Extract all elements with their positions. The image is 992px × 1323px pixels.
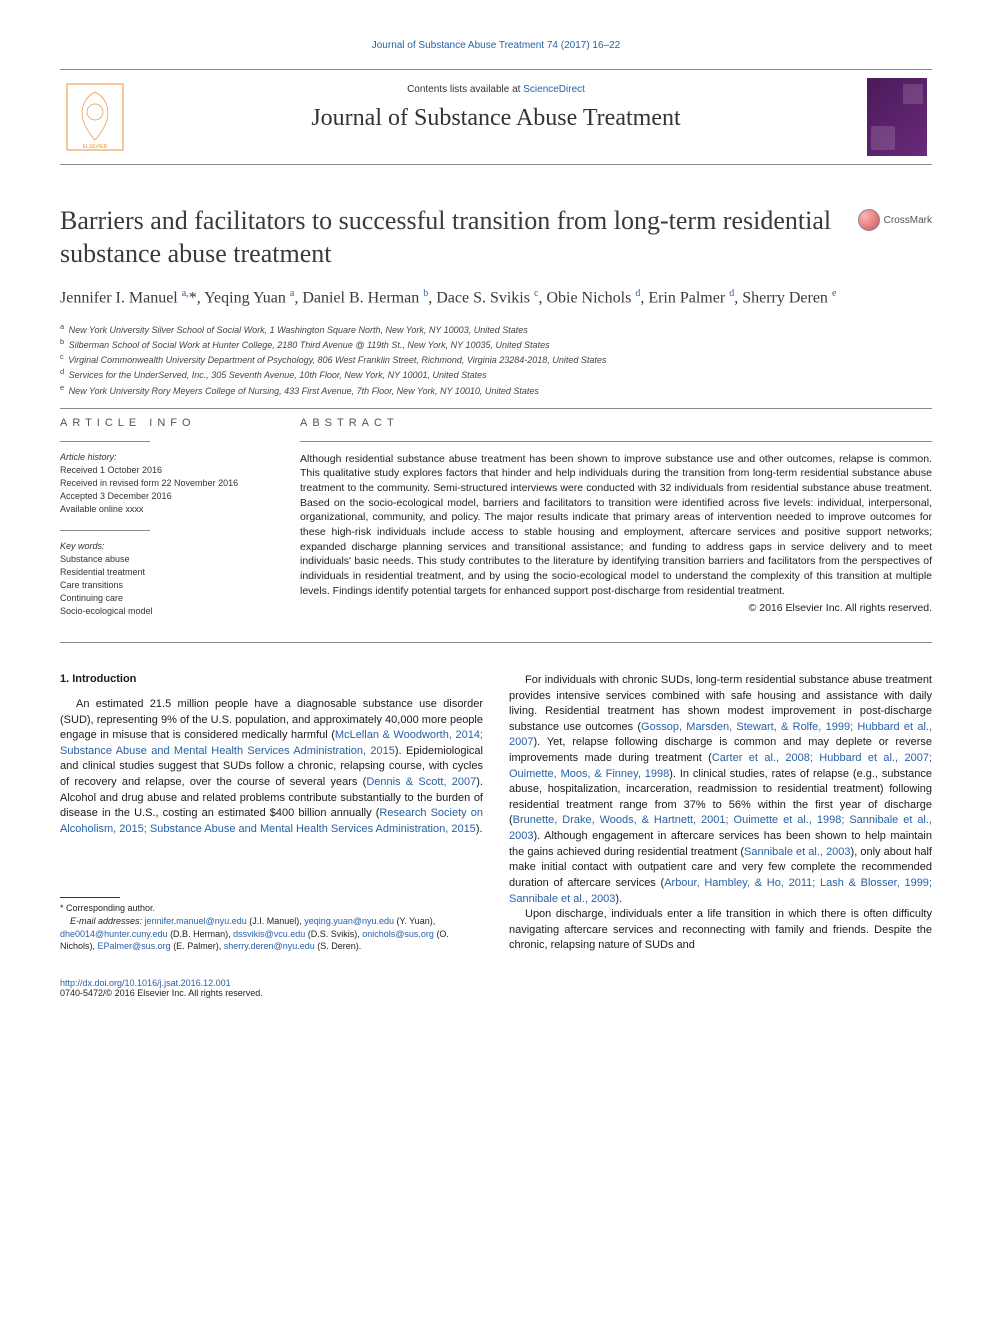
journal-cover-thumbnail: [862, 78, 932, 156]
journal-header: ELSEVIER Contents lists available at Sci…: [60, 69, 932, 165]
email-addresses: E-mail addresses: jennifer.manuel@nyu.ed…: [60, 915, 483, 953]
right-column: For individuals with chronic SUDs, long-…: [509, 673, 932, 954]
sciencedirect-link[interactable]: ScienceDirect: [523, 84, 585, 95]
corresponding-author: * Corresponding author.: [60, 902, 483, 915]
left-column: 1. Introduction An estimated 21.5 millio…: [60, 673, 483, 954]
email-link[interactable]: sherry.deren@nyu.edu: [224, 941, 315, 951]
section-heading: 1. Introduction: [60, 673, 483, 685]
crossmark-badge[interactable]: CrossMark: [858, 209, 932, 231]
page-footer: http://dx.doi.org/10.1016/j.jsat.2016.12…: [60, 978, 932, 998]
copyright-line: © 2016 Elsevier Inc. All rights reserved…: [300, 602, 932, 614]
article-info-column: article info Article history: Received 1…: [60, 417, 270, 632]
svg-text:ELSEVIER: ELSEVIER: [83, 144, 108, 150]
journal-citation[interactable]: Journal of Substance Abuse Treatment 74 …: [60, 40, 932, 51]
issn-line: 0740-5472/© 2016 Elsevier Inc. All right…: [60, 988, 263, 998]
abstract-divider: [300, 441, 932, 442]
body-paragraph: Upon discharge, individuals enter a life…: [509, 907, 932, 954]
history-list: Received 1 October 2016Received in revis…: [60, 464, 270, 516]
divider: [60, 642, 932, 643]
article-info-heading: article info: [60, 417, 270, 429]
email-link[interactable]: onichols@sus.org: [362, 929, 434, 939]
crossmark-icon: [858, 209, 880, 231]
abstract-text: Although residential substance abuse tre…: [300, 452, 932, 599]
keywords-label: Key words:: [60, 541, 270, 551]
body-paragraph: An estimated 21.5 million people have a …: [60, 697, 483, 837]
article-title: Barriers and facilitators to successful …: [60, 205, 840, 270]
doi-link[interactable]: http://dx.doi.org/10.1016/j.jsat.2016.12…: [60, 978, 231, 988]
footnote-rule: [60, 897, 120, 898]
abstract-heading: abstract: [300, 417, 932, 429]
author-list: Jennifer I. Manuel a,*, Yeqing Yuan a, D…: [60, 286, 932, 310]
email-link[interactable]: EPalmer@sus.org: [98, 941, 171, 951]
email-link[interactable]: yeqing.yuan@nyu.edu: [304, 916, 394, 926]
elsevier-logo-icon: ELSEVIER: [60, 78, 130, 156]
crossmark-label: CrossMark: [884, 215, 932, 226]
abstract-column: abstract Although residential substance …: [300, 417, 932, 632]
affiliation-list: a New York University Silver School of S…: [60, 322, 932, 397]
email-link[interactable]: dssvikis@vcu.edu: [233, 929, 305, 939]
info-divider: [60, 530, 150, 531]
info-divider: [60, 441, 150, 442]
history-label: Article history:: [60, 452, 270, 462]
email-link[interactable]: dhe0014@hunter.cuny.edu: [60, 929, 168, 939]
divider: [60, 408, 932, 409]
footnote-block: * Corresponding author. E-mail addresses…: [60, 897, 483, 952]
contents-line: Contents lists available at ScienceDirec…: [140, 84, 852, 95]
journal-name: Journal of Substance Abuse Treatment: [140, 105, 852, 132]
keywords-list: Substance abuseResidential treatmentCare…: [60, 553, 270, 618]
body-paragraph: For individuals with chronic SUDs, long-…: [509, 673, 932, 907]
citation-link[interactable]: Sannibale et al., 2003: [744, 846, 851, 858]
email-link[interactable]: jennifer.manuel@nyu.edu: [145, 916, 247, 926]
citation-link[interactable]: Dennis & Scott, 2007: [366, 776, 476, 788]
